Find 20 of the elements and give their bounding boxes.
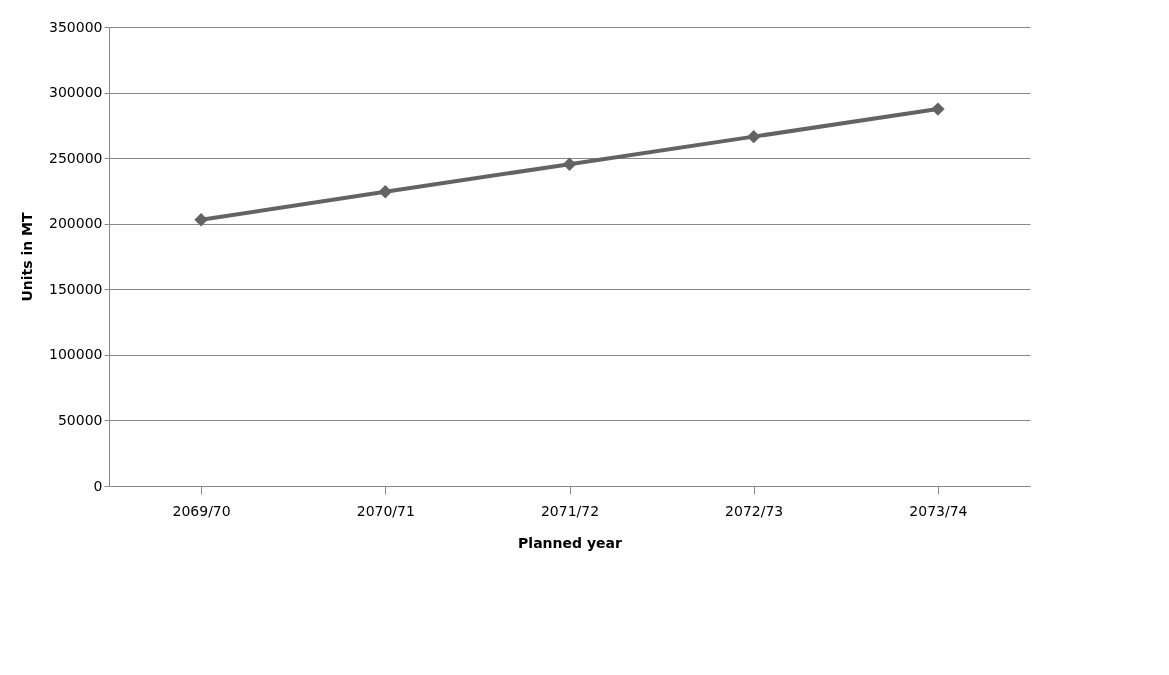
y-axis-title: Units in MT <box>19 211 36 302</box>
y-tick-label: 250000 <box>49 149 103 166</box>
point <box>746 129 761 144</box>
y-tick-label: 200000 <box>49 215 103 232</box>
point <box>194 213 208 227</box>
y-tick-label: 100000 <box>49 346 103 363</box>
point <box>378 185 393 199</box>
x-tick-label: 2069/70 <box>172 502 231 519</box>
x-axis-title: Planned year <box>518 534 622 551</box>
y-tick-label: 300000 <box>49 84 103 101</box>
point <box>562 157 577 171</box>
point <box>931 102 945 116</box>
y-tick-label: 0 <box>93 477 103 494</box>
y-tick-label: 350000 <box>49 18 103 35</box>
y-tick-label: 50000 <box>57 411 103 428</box>
x-tick-label: 2070/71 <box>356 502 415 519</box>
x-tick-label: 2073/74 <box>909 502 968 519</box>
y-tick-label: 150000 <box>49 280 103 297</box>
x-tick-label: 2071/72 <box>540 502 600 519</box>
x-tick-label: 2072/73 <box>725 502 784 519</box>
